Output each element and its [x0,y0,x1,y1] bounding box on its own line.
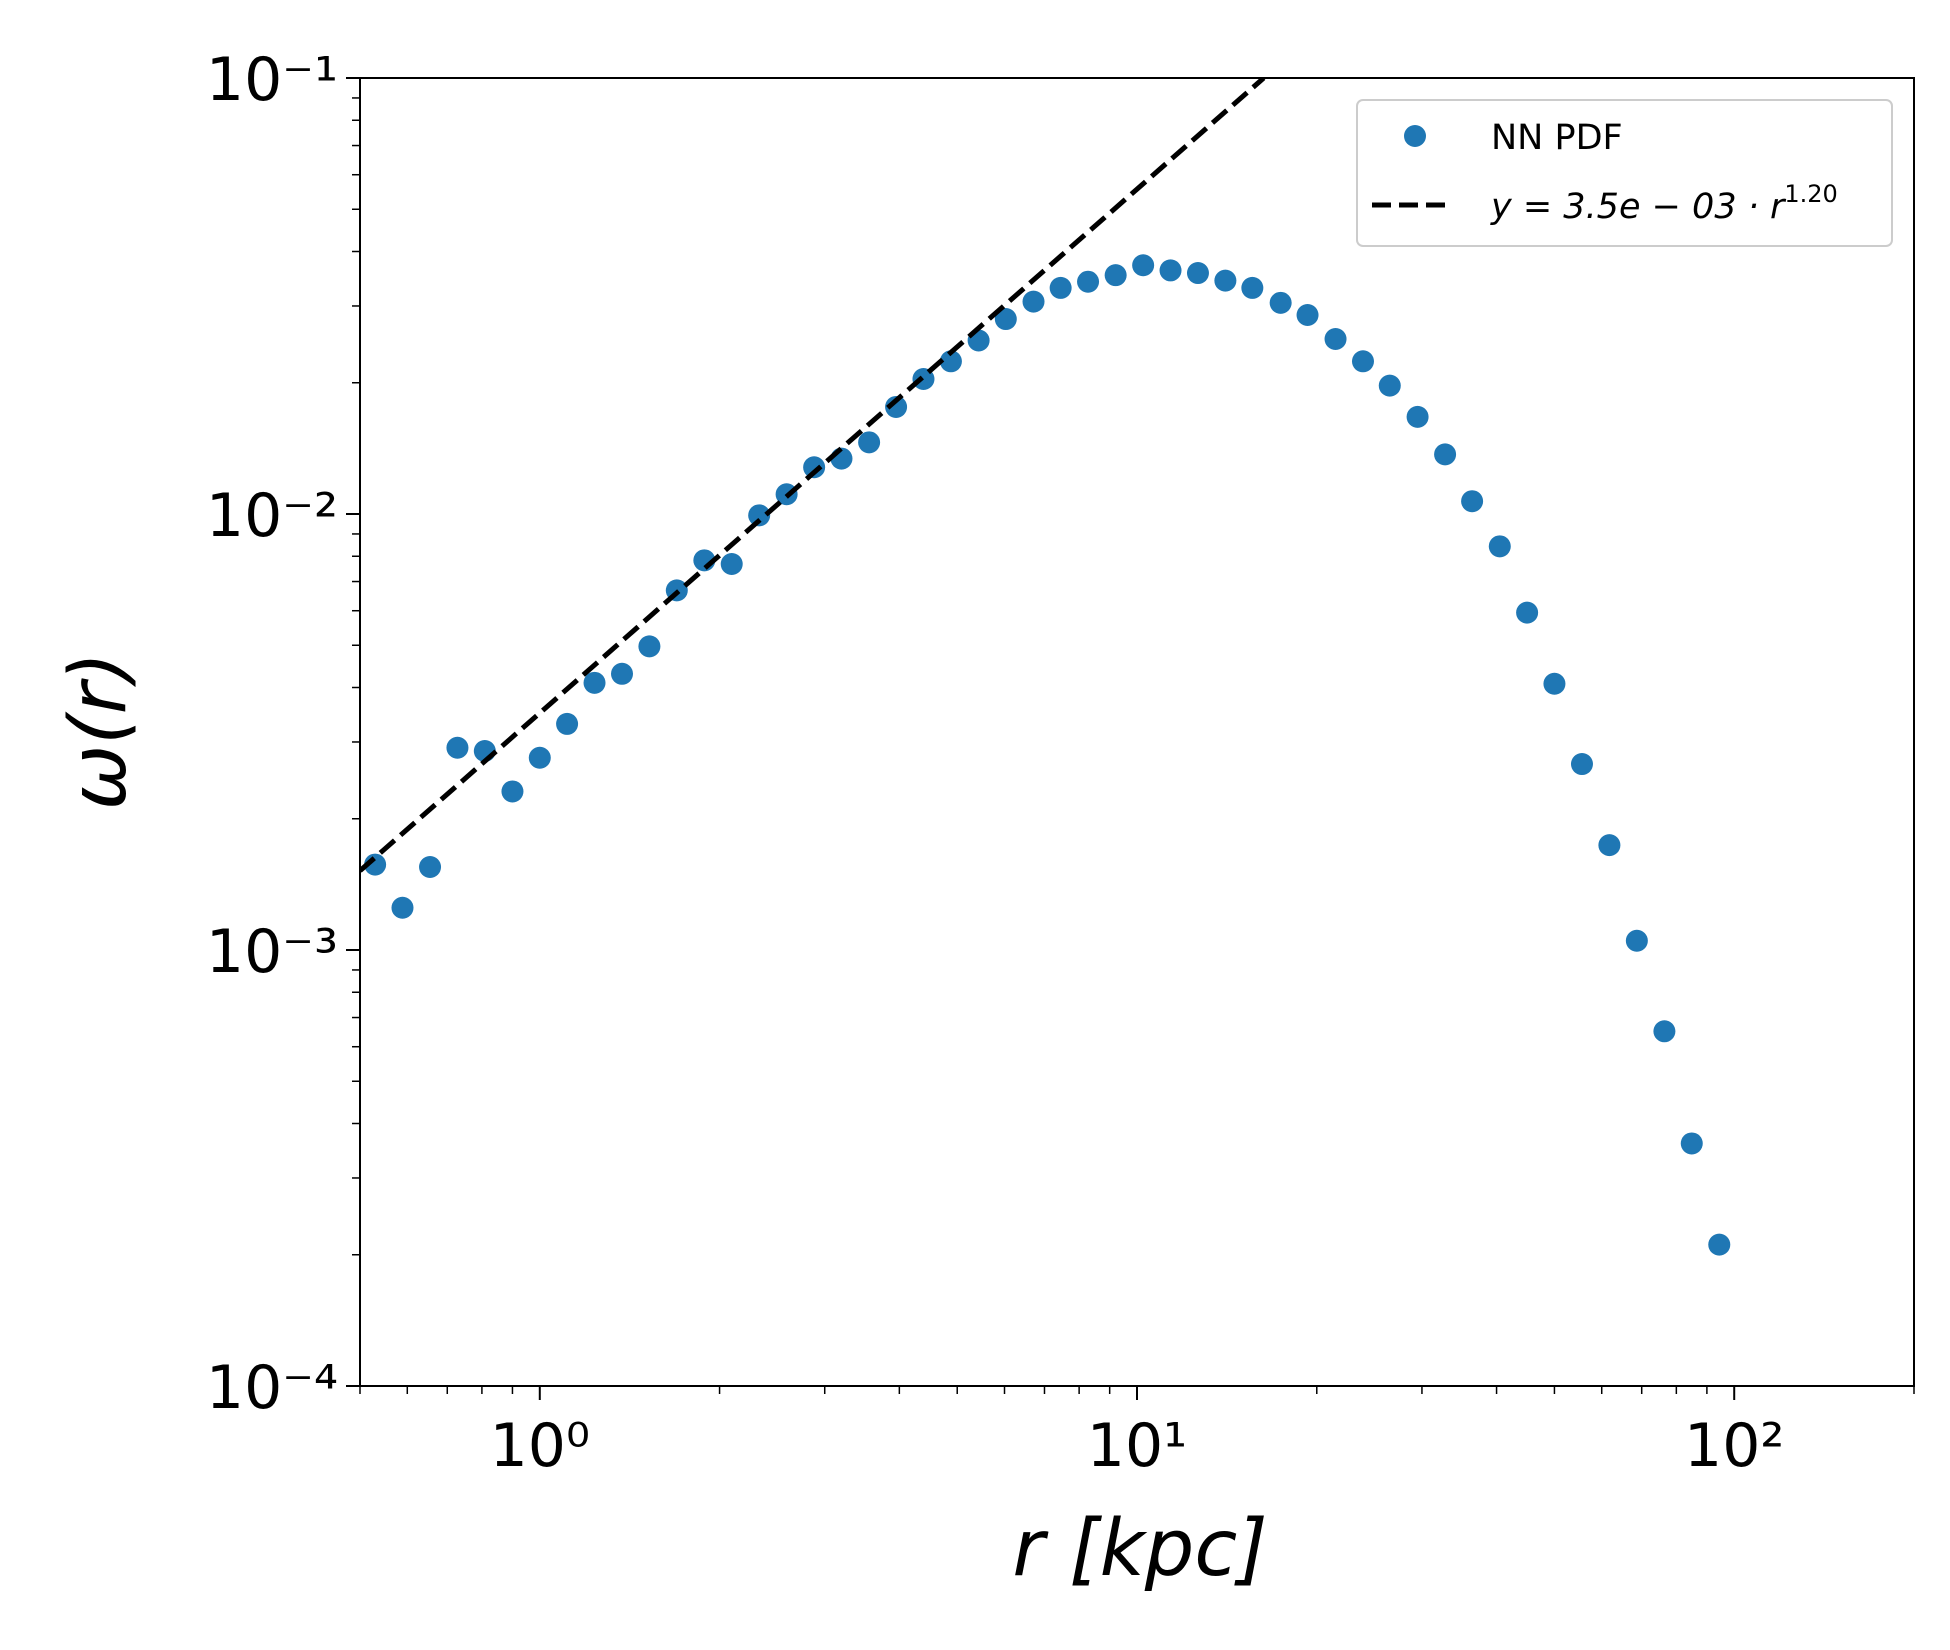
data-point [885,395,908,418]
data-point [858,431,881,454]
data-point [1543,672,1566,695]
data-point [1324,327,1347,350]
data-point [1159,259,1182,282]
data-point [1406,405,1429,428]
y-tick-label: 10⁻³ [206,917,338,987]
data-point [528,746,551,769]
data-point [1570,753,1593,776]
data-point [1488,535,1511,558]
x-axis-label: r [kpc] [1012,1504,1267,1594]
y-tick-label: 10⁻² [206,481,338,551]
x-tick-label: 10² [1684,1411,1784,1481]
data-point [1625,929,1648,952]
data-point [1104,264,1127,287]
data-point [748,504,771,527]
plot-frame [359,77,1915,1387]
data-point [803,456,826,479]
data-point [1351,350,1374,373]
data-point [994,308,1017,331]
legend-box [1356,99,1893,247]
data-point [556,712,579,735]
data-point [501,780,524,803]
data-point [1598,834,1621,857]
data-point [1269,291,1292,314]
data-point [1516,601,1539,624]
data-point [1049,276,1072,299]
legend-label-main: NN PDF [1491,118,1623,158]
data-point [1708,1233,1731,1256]
data-point [1077,270,1100,293]
data-point [1461,490,1484,513]
data-point [1434,443,1457,466]
y-axis-label: ω(r) [54,652,144,810]
data-point [391,896,414,919]
legend-label-main: y = 3.5e − 03 · r [1490,187,1787,227]
data-point [1653,1020,1676,1043]
data-point [583,671,606,694]
data-point [720,552,743,575]
x-tick-label: 10⁰ [490,1411,590,1481]
y-tick-label: 10⁻⁴ [206,1353,338,1423]
x-tick-label: 10¹ [1087,1411,1187,1481]
legend-marker [1404,125,1426,147]
data-point [1378,374,1401,397]
plot-area [360,78,1731,1256]
data-point [1296,304,1319,327]
data-point [1186,262,1209,285]
data-point [1022,290,1045,313]
data-point [1132,254,1155,277]
y-tick-label: 10⁻¹ [206,45,338,115]
legend-label: y = 3.5e − 03 · r1.20 [1490,180,1838,227]
data-point [419,856,442,879]
fit-line [360,78,1266,873]
data-point [446,736,469,759]
data-point [611,662,634,685]
data-point [1680,1132,1703,1155]
data-point [1214,269,1237,292]
data-point [638,635,661,658]
legend-label-sup: 1.20 [1784,180,1837,208]
data-point [939,350,962,373]
data-point [1241,276,1264,299]
legend-label: NN PDF [1491,118,1623,158]
